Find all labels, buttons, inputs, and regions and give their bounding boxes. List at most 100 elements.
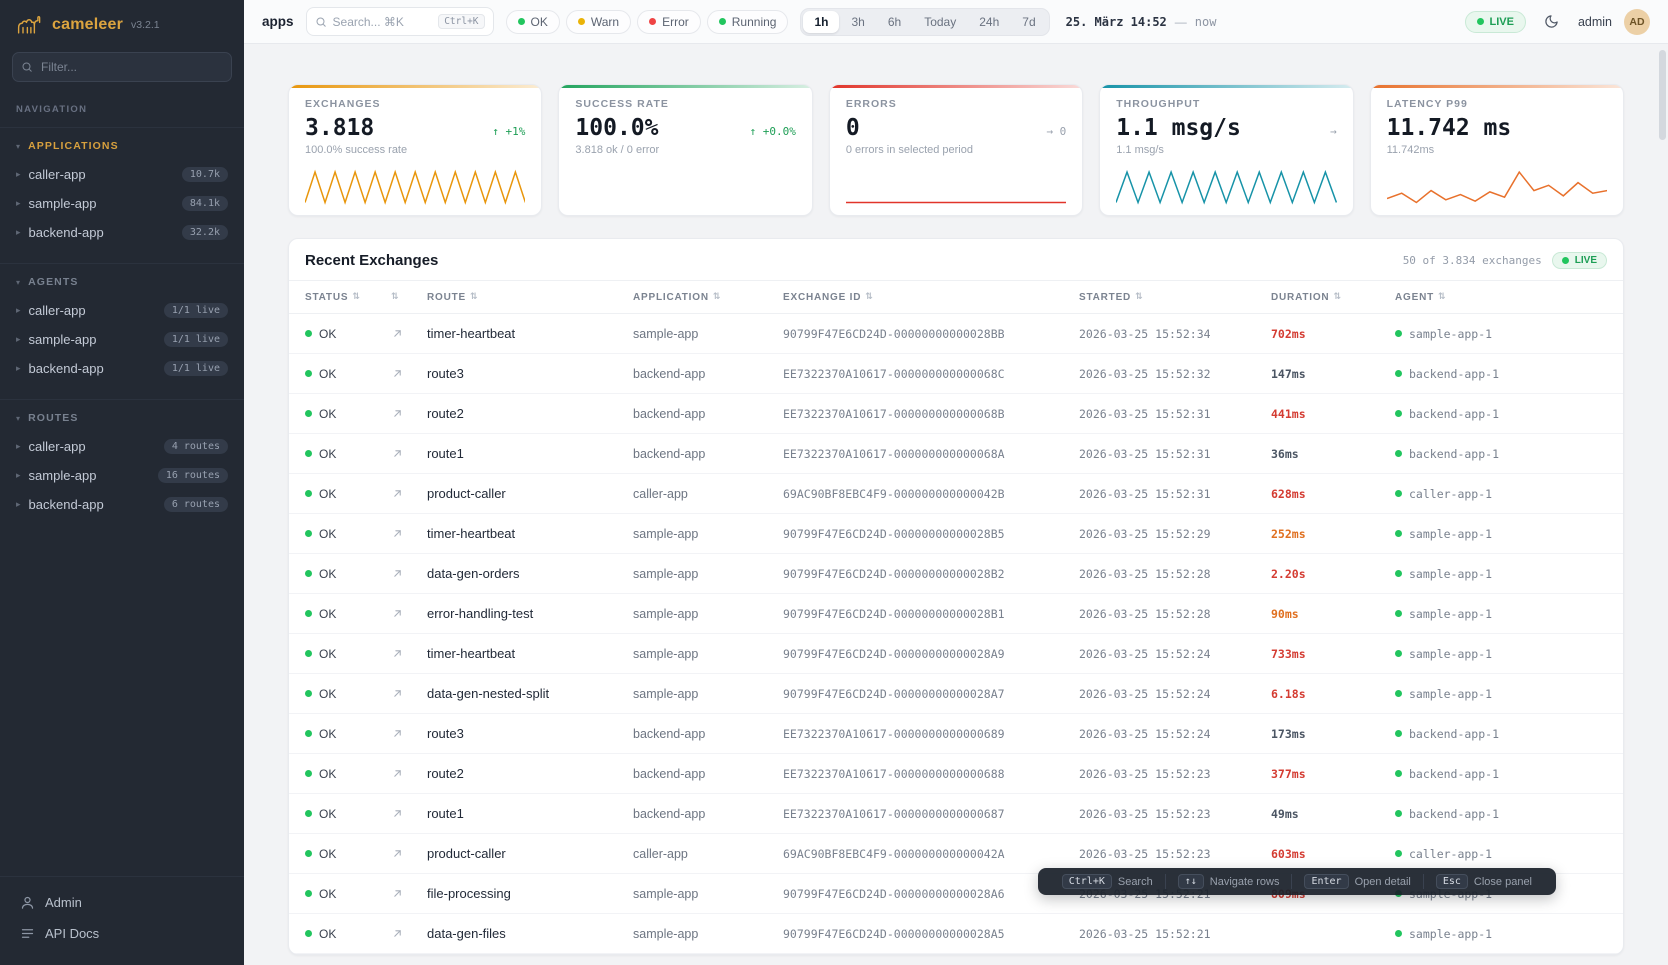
- shortcut-label: Close panel: [1473, 875, 1532, 888]
- filter-chip-running[interactable]: Running: [706, 9, 789, 34]
- table-row[interactable]: OK data-gen-nested-split sample-app 90799F4…: [289, 674, 1623, 714]
- open-detail-icon: [394, 530, 401, 537]
- app-logo[interactable]: cameleer v3.2.1: [0, 0, 244, 48]
- live-toggle[interactable]: LIVE: [1464, 10, 1526, 33]
- table-row[interactable]: OK error-handling-test sample-app 90799F47E…: [289, 594, 1623, 634]
- sidebar-item-agents-caller-app[interactable]: ▸ caller-app 1/1 live: [8, 296, 236, 325]
- table-row[interactable]: OK route3 backend-app EE7322370A10617-00000…: [289, 714, 1623, 754]
- shortcut-label: Search: [1117, 875, 1153, 888]
- table-row[interactable]: OK timer-heartbeat sample-app 90799F47E6CD2…: [289, 314, 1623, 354]
- started-cell: 2026-03-25 15:52:23: [1079, 806, 1211, 821]
- table-row[interactable]: OK route3 backend-app EE7322370A10617-00000…: [289, 354, 1623, 394]
- search-input[interactable]: [332, 14, 433, 29]
- open-detail-button[interactable]: [391, 407, 427, 420]
- filter-chip-warn[interactable]: Warn: [565, 9, 632, 34]
- sidebar-item-applications-caller-app[interactable]: ▸ caller-app 10.7k: [8, 160, 236, 189]
- filter-chip-error[interactable]: Error: [637, 9, 701, 34]
- range-today[interactable]: Today: [913, 11, 967, 33]
- table-row[interactable]: OK product-caller caller-app 69AC90BF8EBC4F…: [289, 834, 1623, 874]
- sidebar-item-applications-sample-app[interactable]: ▸ sample-app 84.1k: [8, 189, 236, 218]
- col-exchange-id[interactable]: EXCHANGE ID ⇅: [783, 292, 1079, 303]
- table-row[interactable]: OK route1 backend-app EE7322370A10617-00000…: [289, 794, 1623, 834]
- footer-item-admin[interactable]: Admin: [10, 887, 234, 918]
- col-application[interactable]: APPLICATION ⇅: [633, 292, 783, 303]
- open-detail-button[interactable]: [391, 647, 427, 660]
- range-1h[interactable]: 1h: [803, 10, 840, 33]
- status-ok-dot: [305, 810, 312, 817]
- open-detail-button[interactable]: [391, 487, 427, 500]
- status-cell: OK: [305, 567, 391, 581]
- open-detail-button[interactable]: [391, 927, 427, 940]
- col-route[interactable]: ROUTE ⇅: [427, 292, 633, 303]
- user-name[interactable]: admin: [1577, 14, 1612, 29]
- stat-card-value-row: 11.742 ms: [1387, 115, 1607, 141]
- sidebar-item-routes-caller-app[interactable]: ▸ caller-app 4 routes: [8, 432, 236, 461]
- sidebar-item-agents-sample-app[interactable]: ▸ sample-app 1/1 live: [8, 325, 236, 354]
- table-row[interactable]: OK timer-heartbeat sample-app 90799F47E6CD2…: [289, 514, 1623, 554]
- scrollbar[interactable]: [1659, 50, 1666, 140]
- range-6h[interactable]: 6h: [877, 11, 912, 33]
- table-row[interactable]: OK route2 backend-app EE7322370A10617-00000…: [289, 394, 1623, 434]
- open-detail-button[interactable]: [391, 887, 427, 900]
- col-agent[interactable]: AGENT ⇅: [1395, 292, 1607, 303]
- theme-toggle[interactable]: [1538, 8, 1566, 36]
- started-cell: 2026-03-25 15:52:31: [1079, 486, 1211, 501]
- section-header-routes[interactable]: ▾ ROUTES: [8, 408, 236, 432]
- started-cell: 2026-03-25 15:52:23: [1079, 766, 1211, 781]
- open-detail-button[interactable]: [391, 327, 427, 340]
- card-accent-bar: [559, 85, 812, 88]
- status-cell: OK: [305, 687, 391, 701]
- col-duration[interactable]: DURATION ⇅: [1271, 292, 1395, 303]
- sidebar-item-routes-sample-app[interactable]: ▸ sample-app 16 routes: [8, 461, 236, 490]
- range-24h[interactable]: 24h: [968, 11, 1010, 33]
- open-detail-button[interactable]: [391, 687, 427, 700]
- duration-cell: 377ms: [1271, 766, 1306, 781]
- status-label: OK: [319, 326, 337, 341]
- sidebar-item-routes-backend-app[interactable]: ▸ backend-app 6 routes: [8, 490, 236, 519]
- duration-cell: 441ms: [1271, 406, 1306, 421]
- stat-card-throughput: THROUGHPUT 1.1 msg/s → 1.1 msg/s: [1099, 84, 1354, 216]
- footer-item-api-docs[interactable]: API Docs: [10, 918, 234, 949]
- table-row[interactable]: OK route1 backend-app EE7322370A10617-00000…: [289, 434, 1623, 474]
- sparkline: [1116, 167, 1336, 205]
- application-cell: backend-app: [633, 726, 706, 741]
- live-badge-label: LIVE: [1574, 255, 1597, 266]
- sidebar-item-agents-backend-app[interactable]: ▸ backend-app 1/1 live: [8, 354, 236, 383]
- section-header-agents[interactable]: ▾ AGENTS: [8, 272, 236, 296]
- filter-input[interactable]: [12, 52, 232, 82]
- open-detail-button[interactable]: [391, 527, 427, 540]
- table-row[interactable]: OK product-caller caller-app 69AC90BF8EBC4F…: [289, 474, 1623, 514]
- agent-label: backend-app-1: [1409, 366, 1500, 381]
- range-3h[interactable]: 3h: [840, 11, 875, 33]
- col-status[interactable]: STATUS ⇅: [305, 292, 391, 303]
- sidebar-item-badge: 32.2k: [181, 225, 228, 240]
- table-row[interactable]: OK data-gen-orders sample-app 90799F47E6CD2…: [289, 554, 1623, 594]
- agent-label: backend-app-1: [1409, 766, 1500, 781]
- agent-status-dot: [1395, 650, 1402, 657]
- agent-cell: caller-app-1: [1395, 847, 1607, 861]
- open-detail-button[interactable]: [391, 367, 427, 380]
- open-detail-button[interactable]: [391, 727, 427, 740]
- filter-chip-ok[interactable]: OK: [505, 9, 560, 34]
- started-cell: 2026-03-25 15:52:24: [1079, 726, 1211, 741]
- table-row[interactable]: OK timer-heartbeat sample-app 90799F47E6CD2…: [289, 634, 1623, 674]
- open-detail-button[interactable]: [391, 847, 427, 860]
- status-ok-dot: [305, 690, 312, 697]
- sidebar-item-applications-backend-app[interactable]: ▸ backend-app 32.2k: [8, 218, 236, 247]
- date-range[interactable]: 25. März 14:52 — now: [1066, 15, 1217, 29]
- table-row[interactable]: OK data-gen-files sample-app 90799F47E6CD24…: [289, 914, 1623, 954]
- section-header-applications[interactable]: ▾ APPLICATIONS: [8, 136, 236, 160]
- started-cell: 2026-03-25 15:52:34: [1079, 326, 1211, 341]
- agent-status-dot: [1395, 450, 1402, 457]
- table-row[interactable]: OK route2 backend-app EE7322370A10617-00000…: [289, 754, 1623, 794]
- open-detail-button[interactable]: [391, 567, 427, 580]
- col-started[interactable]: STARTED ⇅: [1079, 292, 1271, 303]
- range-7d[interactable]: 7d: [1011, 11, 1046, 33]
- open-detail-button[interactable]: [391, 607, 427, 620]
- route-cell: file-processing: [427, 886, 511, 901]
- col-expand[interactable]: ⇅: [391, 292, 427, 302]
- open-detail-button[interactable]: [391, 447, 427, 460]
- open-detail-button[interactable]: [391, 767, 427, 780]
- open-detail-button[interactable]: [391, 807, 427, 820]
- avatar[interactable]: AD: [1624, 8, 1650, 35]
